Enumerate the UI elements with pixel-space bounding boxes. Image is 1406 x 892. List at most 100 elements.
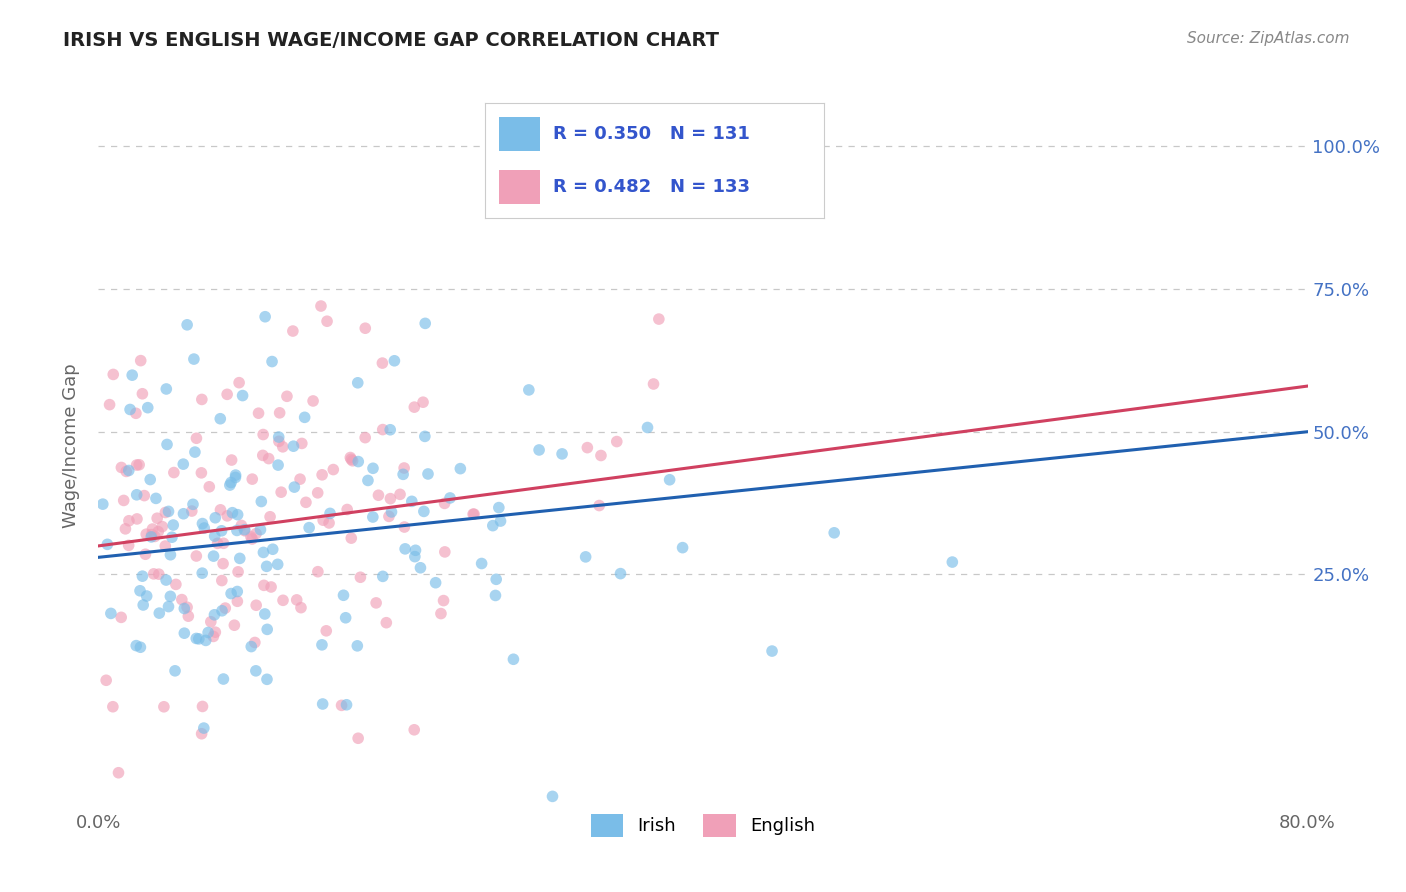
Point <box>658 473 681 487</box>
Point <box>136 401 159 415</box>
Point <box>224 470 246 484</box>
Point <box>361 461 384 475</box>
Point <box>112 493 135 508</box>
Point <box>413 429 436 443</box>
Point <box>101 699 124 714</box>
Point <box>118 538 141 552</box>
Point <box>148 524 170 539</box>
Point <box>606 434 628 449</box>
Point <box>260 580 283 594</box>
Point <box>155 539 177 553</box>
Point <box>226 584 249 599</box>
Point <box>100 607 122 621</box>
Point <box>349 570 371 584</box>
Point <box>193 721 215 735</box>
Point <box>394 541 416 556</box>
Point <box>115 464 138 478</box>
Point <box>315 624 337 638</box>
Point <box>131 386 153 401</box>
Point <box>214 601 236 615</box>
Point <box>259 509 281 524</box>
Point <box>155 506 177 520</box>
Point <box>311 638 333 652</box>
Point <box>432 593 454 607</box>
Point <box>172 457 194 471</box>
Point <box>252 449 274 463</box>
Point <box>354 321 377 335</box>
Point <box>125 406 148 420</box>
Point <box>648 312 671 326</box>
Point <box>211 604 233 618</box>
Point <box>484 589 506 603</box>
Point <box>271 440 294 454</box>
Point <box>575 549 598 564</box>
Point <box>311 697 333 711</box>
Point <box>271 593 294 607</box>
Point <box>256 559 278 574</box>
Point <box>153 699 176 714</box>
Point <box>433 496 456 510</box>
Point <box>342 454 364 468</box>
Point <box>252 545 274 559</box>
Point <box>165 577 187 591</box>
Point <box>260 354 283 368</box>
Text: IRISH VS ENGLISH WAGE/INCOME GAP CORRELATION CHART: IRISH VS ENGLISH WAGE/INCOME GAP CORRELA… <box>63 31 720 50</box>
Point <box>340 452 363 467</box>
Point <box>319 507 342 521</box>
Point <box>347 454 370 468</box>
Point <box>392 467 415 482</box>
Point <box>322 462 344 476</box>
Point <box>609 566 631 581</box>
Point <box>221 453 243 467</box>
Point <box>392 461 415 475</box>
Point <box>148 567 170 582</box>
Point <box>485 572 508 586</box>
Point <box>134 489 156 503</box>
Point <box>412 395 434 409</box>
Point <box>232 388 254 402</box>
Point <box>118 514 141 528</box>
Point <box>291 436 314 450</box>
Point <box>330 698 353 713</box>
Point <box>239 530 262 544</box>
Point <box>211 524 233 538</box>
Point <box>132 598 155 612</box>
Point <box>276 389 298 403</box>
Point <box>671 541 693 555</box>
Y-axis label: Wage/Income Gap: Wage/Income Gap <box>62 364 80 528</box>
Point <box>142 566 165 581</box>
Point <box>212 672 235 686</box>
Point <box>256 673 278 687</box>
Point <box>218 478 240 492</box>
Point <box>285 593 308 607</box>
Point <box>318 516 340 530</box>
Point <box>430 607 453 621</box>
Point <box>173 601 195 615</box>
Point <box>177 609 200 624</box>
Point <box>187 632 209 646</box>
Point <box>384 353 406 368</box>
Point <box>425 575 447 590</box>
Point <box>371 423 394 437</box>
Point <box>270 485 292 500</box>
Point <box>347 731 370 746</box>
Point <box>114 522 136 536</box>
Point <box>204 510 226 524</box>
Point <box>209 503 232 517</box>
Point <box>253 607 276 621</box>
Point <box>141 527 163 541</box>
Point <box>517 383 540 397</box>
Point <box>191 699 214 714</box>
Point <box>247 406 270 420</box>
Point <box>121 368 143 383</box>
Point <box>267 458 290 472</box>
Point <box>541 789 564 804</box>
Point <box>941 555 963 569</box>
Point <box>262 542 284 557</box>
Point <box>110 460 132 475</box>
Point <box>209 411 232 425</box>
Point <box>576 441 599 455</box>
Point <box>186 632 208 646</box>
Point <box>160 530 183 544</box>
Point <box>240 472 263 486</box>
